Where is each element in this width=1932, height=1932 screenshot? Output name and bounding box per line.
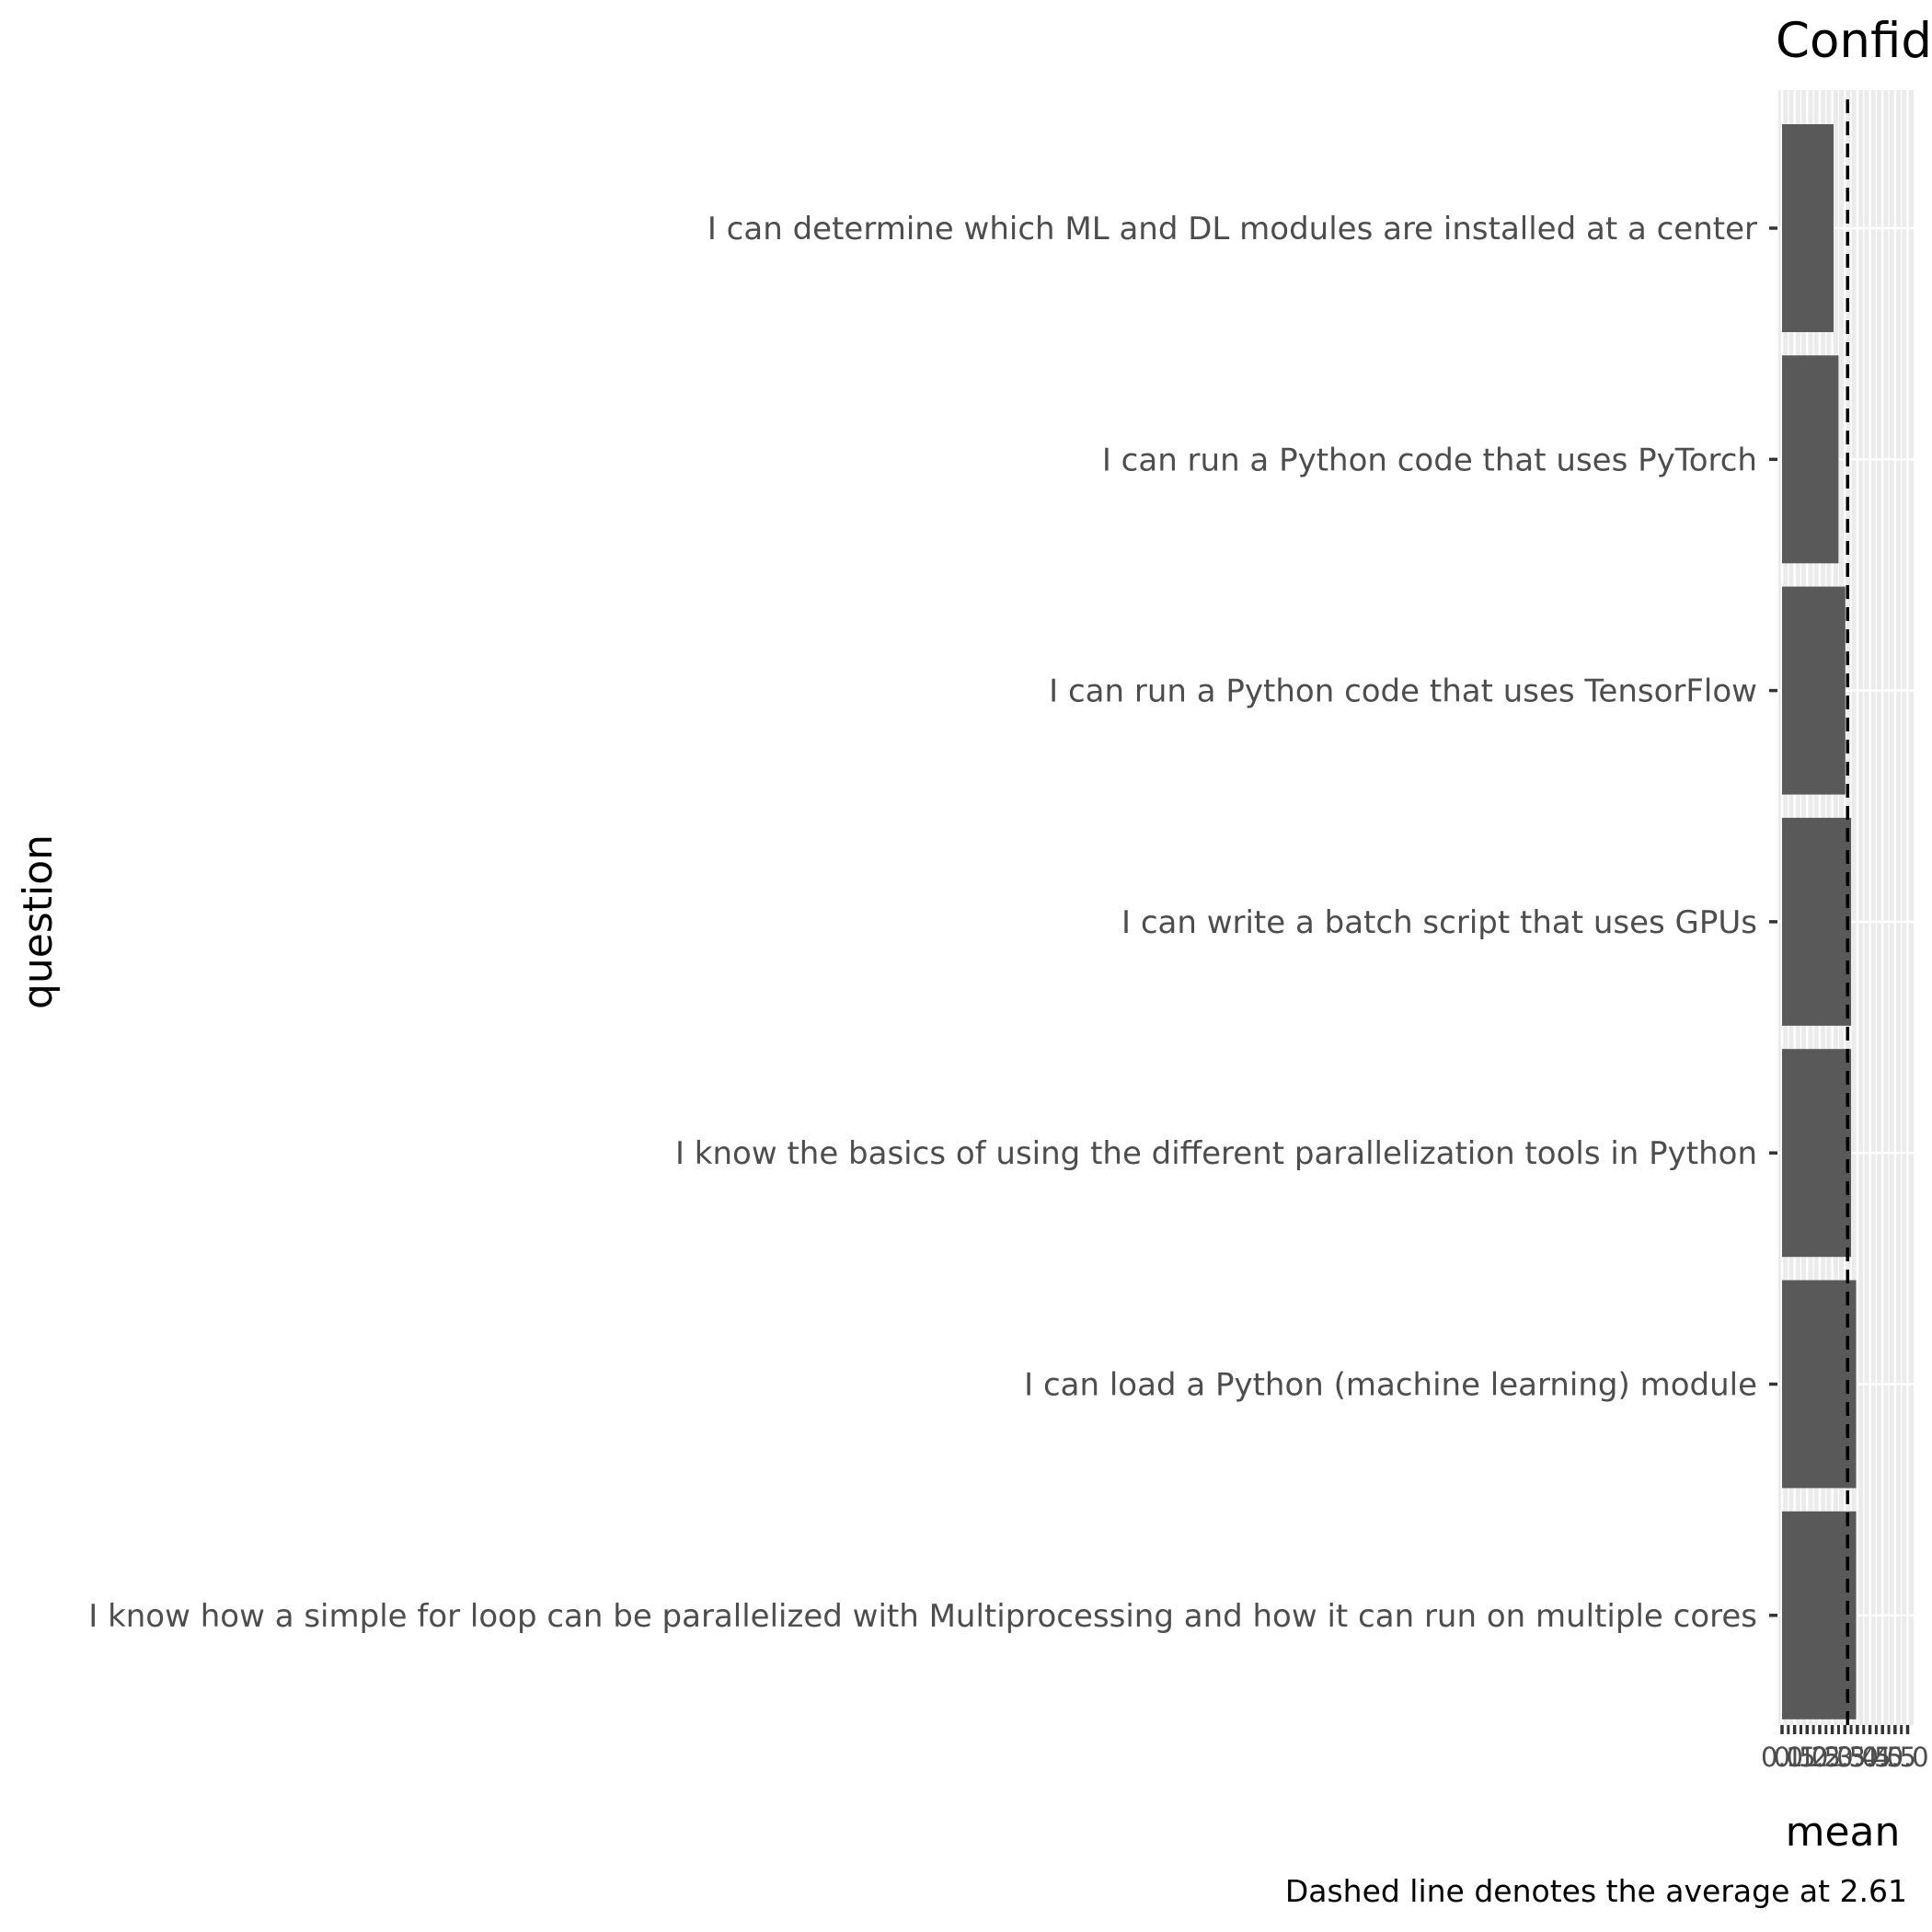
x-tick-label: 2.0 <box>1811 1742 1854 1773</box>
bar <box>1782 1049 1852 1258</box>
y-tick-label: I can write a batch script that uses GPU… <box>1121 904 1757 941</box>
bar <box>1782 586 1846 795</box>
x-tick-label: 5.0 <box>1886 1742 1928 1773</box>
bar <box>1782 355 1839 564</box>
bar <box>1782 124 1834 332</box>
bar <box>1782 817 1852 1026</box>
x-axis: 0.00.51.01.52.02.53.03.54.04.55.0 <box>1761 1725 1929 1773</box>
y-axis: I can determine which ML and DL modules … <box>88 211 1777 1635</box>
x-tick-label: 0.5 <box>1774 1742 1816 1773</box>
x-tick-label: 3.0 <box>1836 1742 1879 1773</box>
x-axis-title: mean <box>1786 1809 1901 1856</box>
y-tick-label: I know the basics of using the different… <box>675 1135 1757 1172</box>
x-tick-label: 4.0 <box>1861 1742 1903 1773</box>
bar <box>1782 1280 1857 1489</box>
bar <box>1782 1511 1857 1719</box>
y-tick-label: I can determine which ML and DL modules … <box>707 211 1757 247</box>
x-tick-label: 0.0 <box>1761 1742 1803 1773</box>
y-tick-label: I can run a Python code that uses PyTorc… <box>1102 442 1757 478</box>
y-tick-label: I can load a Python (machine learning) m… <box>1024 1367 1757 1404</box>
x-tick-label: 1.5 <box>1799 1742 1841 1773</box>
y-tick-label: I know how a simple for loop can be para… <box>88 1598 1757 1635</box>
x-tick-label: 1.0 <box>1786 1742 1828 1773</box>
x-tick-label: 4.5 <box>1874 1742 1916 1773</box>
x-tick-label: 3.5 <box>1848 1742 1891 1773</box>
chart-caption: Dashed line denotes the average at 2.61 <box>1285 1873 1907 1909</box>
x-tick-label: 2.5 <box>1823 1742 1866 1773</box>
y-tick-label: I can run a Python code that uses Tensor… <box>1049 673 1757 710</box>
bars <box>1782 124 1857 1719</box>
y-axis-title: question <box>15 834 62 1009</box>
chart-title: Confid <box>1776 13 1932 69</box>
